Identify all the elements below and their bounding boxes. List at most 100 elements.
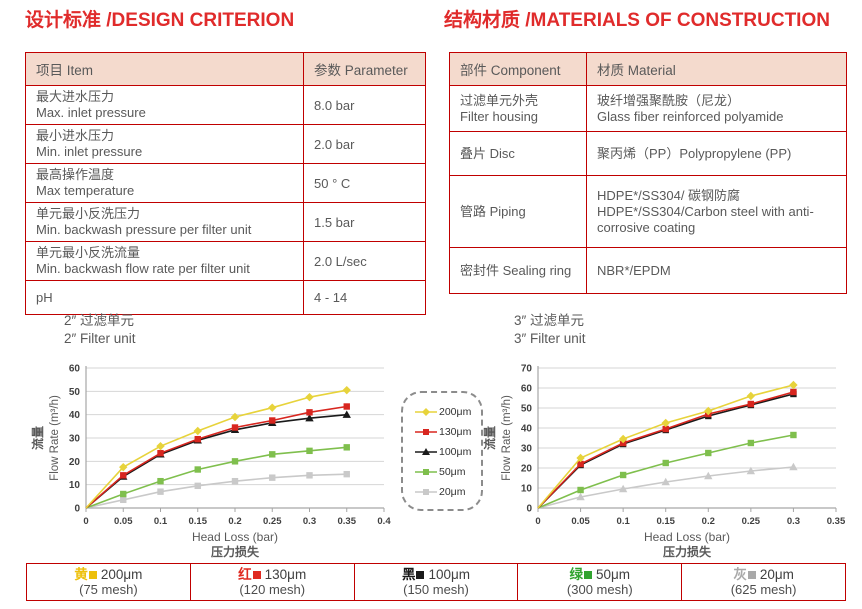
chart-title-2in: 2″ 过滤单元 2″ Filter unit <box>64 312 136 348</box>
y-tick-label: 10 <box>69 480 81 491</box>
table-row: 最小进水压力 Min. inlet pressure 2.0 bar <box>25 124 426 164</box>
data-point-marker <box>577 486 584 494</box>
table-row: pH 4 - 14 <box>25 280 426 315</box>
y-tick-label: 20 <box>69 457 81 468</box>
data-point-marker <box>231 424 239 431</box>
series-200μm <box>537 380 798 509</box>
table-header-row: 部件 Component 材质 Material <box>449 52 847 86</box>
data-point-marker <box>231 477 239 485</box>
data-point-marker <box>305 413 314 422</box>
micron-color-legend: 黄 200μm (75 mesh) 红 130μm (120 mesh) 黑 100μ… <box>26 563 846 601</box>
chart-title-zh: 2″ 过滤单元 <box>64 313 135 328</box>
data-point-marker <box>342 385 351 395</box>
y-tick-label: 50 <box>69 387 81 398</box>
y-tick-label: 20 <box>521 464 533 475</box>
table-row: 最高操作温度 Max temperature 50 ° C <box>25 163 426 203</box>
color-swatch-icon <box>416 571 425 579</box>
color-name-zh: 黑 <box>401 567 416 582</box>
mesh-label: (150 mesh) <box>403 582 469 597</box>
data-point-marker <box>576 453 585 463</box>
series-line <box>85 473 347 509</box>
y-axis-label-en: Flow Rate (m³/h) <box>49 395 61 481</box>
data-point-marker <box>618 484 628 493</box>
y-tick-label: 0 <box>526 504 532 515</box>
legend-cell-50um: 绿 50μm (300 mesh) <box>517 563 683 601</box>
data-point-marker <box>231 458 239 465</box>
component-label-zh: 过滤单元外壳 <box>460 92 539 108</box>
x-tick-label: 0 <box>535 516 540 527</box>
data-point-marker <box>157 477 164 485</box>
design-criterion-title: 设计标准 /DESIGN CRITERION <box>25 10 295 31</box>
materials-table: 部件 Component 材质 Material 过滤单元外壳 Filter ho… <box>449 52 847 294</box>
chart-title-3in: 3″ 过滤单元 3″ Filter unit <box>514 312 586 348</box>
series-20μm <box>537 462 798 509</box>
data-point-marker <box>423 469 429 475</box>
item-label-zh: 单元最小反洗压力 <box>36 206 141 221</box>
x-tick-label: 0.05 <box>571 516 590 527</box>
design-criterion-table: 项目 Item 参数 Parameter 最大进水压力 Max. inlet pr… <box>25 52 426 315</box>
legend-cell-130um: 红 130μm (120 mesh) <box>189 563 355 601</box>
component-label-en: Filter housing <box>460 108 539 124</box>
micron-label: 20μm <box>759 567 794 582</box>
data-point-marker <box>789 380 798 390</box>
y-axis-label-en: Flow Rate (m³/h) <box>501 395 513 481</box>
legend-marker-icon <box>415 469 437 475</box>
series-line <box>85 446 347 509</box>
legend-cell-200um: 黄 200μm (75 mesh) <box>26 563 191 601</box>
x-tick-label: 0.35 <box>338 516 357 527</box>
data-point-marker <box>705 449 712 457</box>
table-row: 最大进水压力 Max. inlet pressure 8.0 bar <box>25 85 426 125</box>
color-swatch-icon <box>584 571 593 579</box>
y-tick-label: 30 <box>521 444 533 455</box>
color-name-zh: 绿 <box>569 567 584 582</box>
y-tick-label: 60 <box>521 384 533 395</box>
x-tick-label: 0 <box>83 516 88 527</box>
data-point-marker <box>422 448 430 455</box>
item-label-zh: 最高操作温度 <box>36 167 115 182</box>
data-point-marker <box>268 403 277 412</box>
y-axis-label-zh: 流量 <box>30 426 45 450</box>
y-axis-label-zh: 流量 <box>482 426 497 450</box>
series-20μm <box>85 470 350 509</box>
x-tick-label: 0.3 <box>303 516 316 527</box>
x-tick-label: 0.1 <box>617 516 631 527</box>
color-swatch-icon <box>88 571 97 579</box>
data-point-marker <box>194 482 201 490</box>
data-point-marker <box>194 466 201 473</box>
series-line <box>85 389 347 509</box>
item-label-en: Max temperature <box>36 183 135 198</box>
data-point-marker <box>120 490 127 498</box>
series-50μm <box>537 431 797 509</box>
table-row: 管路 Piping HDPE*/SS304/ 碳钢防腐 HDPE*/SS304/C… <box>449 175 847 248</box>
y-tick-label: 30 <box>69 434 81 445</box>
data-point-marker <box>306 472 313 479</box>
component-label-zh: 管路 Piping <box>460 203 526 219</box>
data-point-marker <box>746 466 756 475</box>
x-axis-label-en: Head Loss (bar) <box>644 530 730 544</box>
legend-cell-100um: 黑 100μm (150 mesh) <box>353 563 519 601</box>
chart-legend-box: 200μm 130μm 100μm 50μm 20μm <box>401 391 483 511</box>
parameter-value: 4 - 14 <box>303 280 426 315</box>
legend-marker-icon <box>415 448 437 455</box>
x-axis-label-en: Head Loss (bar) <box>192 530 278 544</box>
legend-entry-100μm: 100μm <box>415 442 481 462</box>
data-point-marker <box>747 439 755 447</box>
x-axis-label-zh: 压力损失 <box>663 544 712 559</box>
data-point-marker <box>119 462 128 472</box>
y-tick-label: 0 <box>74 504 80 515</box>
item-label-zh: 最小进水压力 <box>36 128 115 143</box>
color-swatch-icon <box>747 571 756 579</box>
table-row: 密封件 Sealing ring NBR*/EPDM <box>449 247 847 294</box>
legend-entry-50μm: 50μm <box>415 462 481 482</box>
parameter-value: 2.0 L/sec <box>303 241 426 281</box>
x-tick-label: 0.15 <box>656 516 675 527</box>
data-point-marker <box>619 471 627 479</box>
micron-label: 200μm <box>100 567 143 582</box>
series-line <box>85 413 347 509</box>
y-tick-label: 70 <box>521 364 533 375</box>
data-point-marker <box>157 449 164 457</box>
legend-entry-130μm: 130μm <box>415 422 481 442</box>
col-header-component: 部件 Component <box>449 52 587 86</box>
table-row: 过滤单元外壳 Filter housing 玻纤增强聚酰胺（尼龙） Glass fi… <box>449 85 847 132</box>
